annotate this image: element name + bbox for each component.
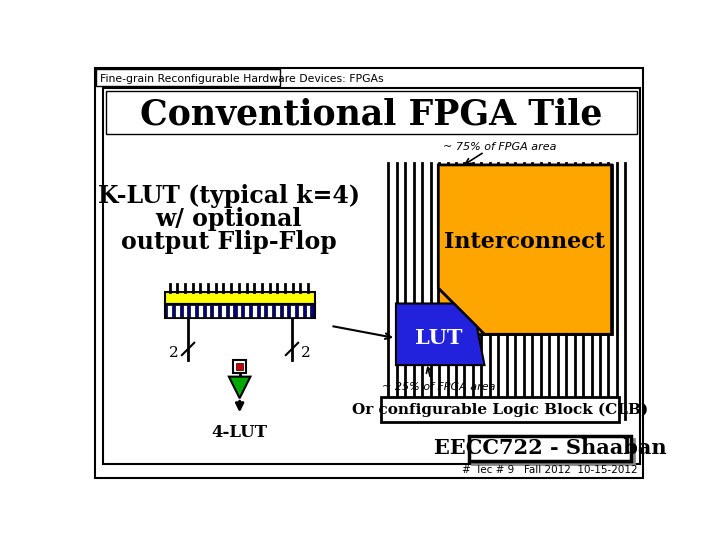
Bar [306, 305, 310, 318]
Bar [275, 305, 279, 318]
Bar [244, 305, 249, 318]
Text: ~ 25% of FPGA area: ~ 25% of FPGA area [382, 382, 495, 392]
Bar [183, 305, 187, 318]
Bar [260, 305, 264, 318]
Bar [235, 363, 243, 370]
Polygon shape [438, 165, 611, 334]
Bar [237, 305, 241, 318]
Text: ~ 75% of FPGA area: ~ 75% of FPGA area [443, 142, 557, 152]
Bar [165, 304, 315, 318]
Bar [438, 165, 611, 334]
Bar [290, 305, 295, 318]
Polygon shape [438, 288, 485, 334]
Text: Interconnect: Interconnect [444, 231, 606, 253]
Bar [229, 305, 233, 318]
Text: 2: 2 [169, 346, 179, 360]
Text: K-LUT (typical k=4): K-LUT (typical k=4) [98, 184, 360, 208]
Bar [283, 305, 287, 318]
Text: 2: 2 [301, 346, 311, 360]
Bar [298, 305, 303, 318]
Bar [165, 292, 315, 304]
Bar [472, 439, 634, 464]
Bar [198, 305, 203, 318]
Bar [469, 436, 631, 461]
Bar [175, 305, 179, 318]
Text: #  lec # 9   Fall 2012  10-15-2012: # lec # 9 Fall 2012 10-15-2012 [462, 465, 638, 475]
Bar [106, 91, 637, 134]
Bar [213, 305, 218, 318]
Bar [167, 305, 172, 318]
Bar [206, 305, 210, 318]
Text: Conventional FPGA Tile: Conventional FPGA Tile [140, 97, 603, 131]
Bar [267, 305, 272, 318]
Bar [381, 397, 619, 422]
Text: 4-LUT: 4-LUT [212, 423, 268, 441]
Text: w/ optional: w/ optional [156, 207, 302, 231]
Bar [190, 305, 195, 318]
Polygon shape [396, 303, 485, 365]
Bar [252, 305, 256, 318]
Text: EECC722 - Shaaban: EECC722 - Shaaban [433, 438, 666, 458]
Text: Or configurable Logic Block (CLB): Or configurable Logic Block (CLB) [352, 402, 648, 417]
Bar [233, 361, 246, 373]
Bar [221, 305, 226, 318]
Bar [96, 70, 279, 86]
Polygon shape [229, 377, 251, 398]
Text: Fine-grain Reconfigurable Hardware Devices: FPGAs: Fine-grain Reconfigurable Hardware Devic… [99, 73, 383, 84]
Text: LUT: LUT [415, 328, 462, 348]
Text: output Flip-Flop: output Flip-Flop [121, 230, 337, 254]
